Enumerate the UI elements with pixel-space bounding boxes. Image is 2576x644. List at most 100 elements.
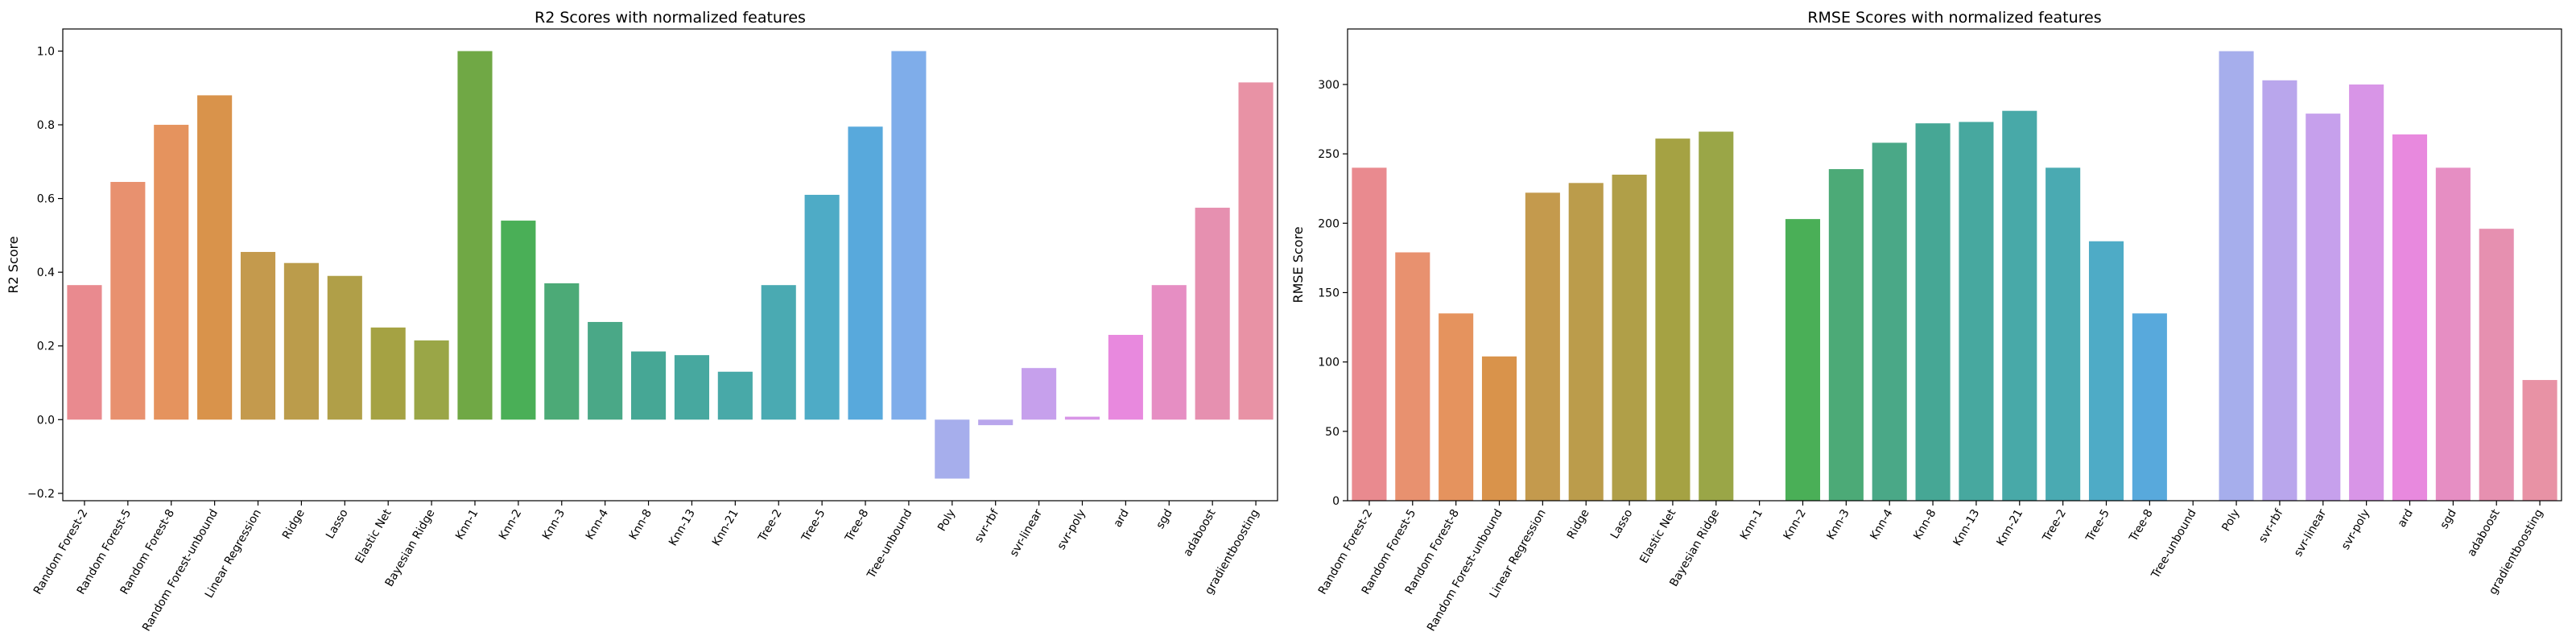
- x-tick-label: Knn-8: [1911, 507, 1938, 542]
- x-tick-label: Knn-21: [710, 507, 741, 548]
- x-tick-label: Knn-2: [1781, 507, 1809, 542]
- bar-tree-2: [761, 285, 796, 420]
- x-tick-label: Bayesian Ridge: [383, 507, 438, 589]
- y-tick-label: 300: [1318, 79, 1340, 92]
- x-tick-label: Knn-2: [497, 507, 524, 542]
- bar-tree-2: [2046, 167, 2081, 501]
- bar-linear-regression: [240, 251, 276, 420]
- y-axis-ticks: −0.2 0.0 0.2 0.4 0.6 0.8 1.0: [27, 45, 63, 501]
- x-tick-label: Elastic Net: [1637, 507, 1678, 566]
- bar-knn-8: [1915, 123, 1951, 501]
- x-tick-label: Poly: [935, 507, 958, 534]
- x-tick-label: Knn-21: [1994, 507, 2025, 548]
- x-tick-label: sgd: [2438, 507, 2458, 531]
- bar-knn-3: [1828, 169, 1864, 501]
- x-tick-label: Knn-4: [1868, 507, 1895, 542]
- bar-random-forest-8: [1439, 313, 1474, 501]
- x-tick-label: Tree-5: [2083, 507, 2112, 544]
- bar-knn-8: [630, 351, 667, 420]
- y-tick-label: 150: [1318, 287, 1340, 299]
- bar-svr-rbf: [978, 419, 1013, 426]
- y-tick-label: 0: [1332, 495, 1340, 508]
- bar-elastic-net: [1655, 138, 1690, 502]
- x-tick-label: adaboost: [2465, 507, 2503, 559]
- x-tick-label: Knn-3: [1825, 507, 1852, 542]
- y-axis-label: RMSE Score: [1290, 226, 1306, 303]
- bar-poly: [2219, 51, 2254, 501]
- r2-chart: R2 Scores with normalized features R2 Sc…: [6, 9, 1278, 634]
- x-tick-label: svr-rbf: [2256, 506, 2286, 545]
- bar-svr-linear: [2306, 114, 2341, 501]
- rmse-chart: RMSE Scores with normalized features RMS…: [1290, 9, 2562, 634]
- bar-bayesian-ridge: [1699, 131, 1734, 501]
- y-axis-ticks: 0 50 100 150 200 250 300: [1318, 79, 1348, 508]
- bar-ridge: [1568, 183, 1604, 501]
- bar-random-forest-2: [67, 285, 102, 420]
- x-tick-label: Knn-1: [453, 507, 481, 542]
- bar-svr-rbf: [2262, 80, 2297, 502]
- x-tick-label: Tree-8: [843, 507, 872, 544]
- bar-lasso: [1612, 174, 1647, 501]
- bar-ard: [2392, 134, 2428, 502]
- bar-ridge: [283, 262, 319, 420]
- bar-knn-21: [717, 371, 753, 420]
- bar-random-forest-unbound: [1481, 356, 1517, 501]
- x-tick-label: Lasso: [1608, 507, 1636, 541]
- y-tick-label: 0.0: [37, 414, 55, 427]
- bar-knn-13: [1959, 122, 1994, 501]
- x-tick-label: Tree-2: [756, 507, 785, 544]
- x-tick-label: Knn-13: [667, 507, 698, 548]
- bar-sgd: [2435, 167, 2471, 501]
- x-tick-label: Ridge: [1565, 507, 1592, 542]
- y-tick-label: 200: [1318, 217, 1340, 230]
- x-tick-label: Knn-13: [1951, 507, 1983, 548]
- bar-knn-2: [501, 221, 536, 420]
- x-tick-label: Knn-4: [584, 507, 611, 542]
- bar-svr-linear: [1022, 368, 1057, 420]
- x-tick-label: Tree-5: [799, 507, 828, 544]
- x-tick-label: svr-poly: [2339, 507, 2372, 552]
- x-tick-label: Random Forest-unbound: [1425, 507, 1505, 634]
- x-tick-label: svr-linear: [1008, 507, 1046, 559]
- y-tick-label: 50: [1325, 426, 1340, 439]
- plot-frame: [62, 28, 1278, 502]
- bar-gradientboosting: [1238, 82, 1274, 420]
- y-tick-label: 1.0: [37, 45, 55, 58]
- bar-tree-8: [2132, 313, 2167, 501]
- bar-random-forest-8: [154, 125, 189, 420]
- bar-random-forest-2: [1352, 167, 1387, 501]
- y-tick-label: 250: [1318, 148, 1340, 161]
- bar-poly: [935, 419, 970, 479]
- bar-tree-5: [804, 195, 840, 420]
- x-tick-label: svr-linear: [2292, 507, 2330, 559]
- x-tick-label: Ridge: [280, 507, 308, 542]
- x-tick-label: Tree-unbound: [2149, 507, 2198, 581]
- bar-lasso: [327, 275, 362, 420]
- bar-knn-2: [1785, 219, 1821, 501]
- x-tick-label: ard: [1111, 507, 1131, 530]
- y-axis-label: R2 Score: [6, 236, 21, 293]
- bar-group: [67, 51, 1274, 479]
- x-tick-label: svr-rbf: [972, 506, 1002, 545]
- x-tick-label: Tree-8: [2127, 507, 2156, 544]
- x-tick-label: Poly: [2219, 507, 2242, 534]
- x-tick-label: Tree-2: [2040, 507, 2069, 544]
- y-tick-label: 0.6: [37, 193, 55, 206]
- x-tick-label: Lasso: [324, 507, 351, 541]
- x-tick-label: ard: [2396, 507, 2416, 530]
- bar-bayesian-ridge: [414, 340, 449, 420]
- x-tick-label: adaboost: [1181, 507, 1219, 559]
- bar-knn-4: [1872, 142, 1907, 501]
- x-tick-label: Knn-8: [627, 507, 654, 542]
- x-tick-label: Knn-1: [1738, 507, 1765, 542]
- bar-elastic-net: [370, 327, 406, 420]
- bar-svr-poly: [1064, 416, 1100, 420]
- bar-tree-unbound: [891, 51, 927, 420]
- bar-svr-poly: [2349, 84, 2384, 502]
- x-tick-label: sgd: [1154, 507, 1174, 531]
- plot-frame: [1347, 28, 2562, 502]
- x-tick-label: Tree-unbound: [865, 507, 914, 581]
